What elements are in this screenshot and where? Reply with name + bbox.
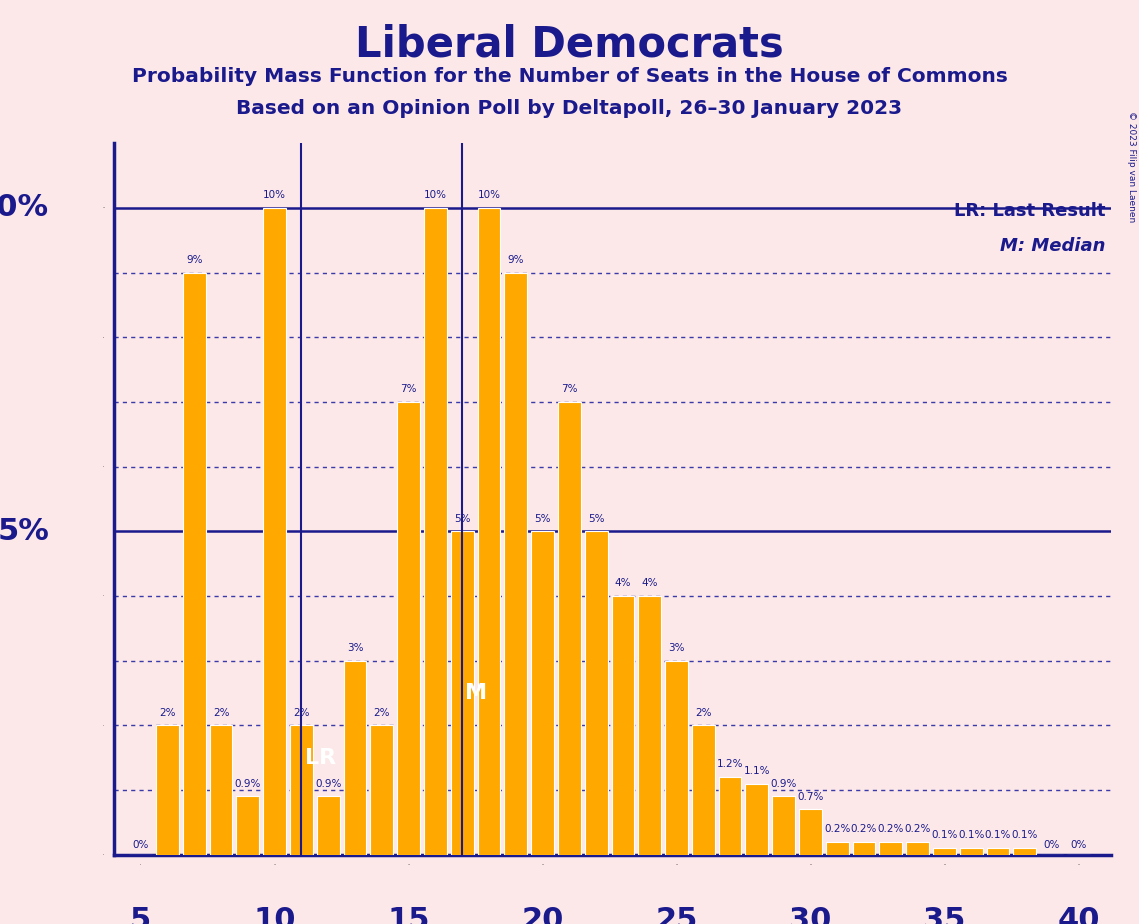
Bar xyxy=(344,661,367,855)
Text: LR: LR xyxy=(304,748,336,768)
Bar xyxy=(800,809,822,855)
Text: 20: 20 xyxy=(522,906,564,924)
Text: 9%: 9% xyxy=(508,255,524,265)
Text: 0.2%: 0.2% xyxy=(904,824,931,834)
Bar xyxy=(263,208,286,855)
Bar xyxy=(558,402,581,855)
Bar xyxy=(505,273,527,855)
Bar xyxy=(986,848,1009,855)
Bar xyxy=(290,725,313,855)
Text: 0%: 0% xyxy=(1043,840,1059,849)
Text: Based on an Opinion Poll by Deltapoll, 26–30 January 2023: Based on an Opinion Poll by Deltapoll, 2… xyxy=(237,99,902,118)
Bar xyxy=(183,273,206,855)
Text: 15: 15 xyxy=(387,906,429,924)
Text: 5: 5 xyxy=(130,906,151,924)
Text: 5%: 5% xyxy=(0,517,49,546)
Text: 0.1%: 0.1% xyxy=(958,831,984,841)
Bar xyxy=(826,842,849,855)
Text: 2%: 2% xyxy=(159,708,175,718)
Text: 7%: 7% xyxy=(562,384,577,395)
Bar xyxy=(960,848,983,855)
Text: 10%: 10% xyxy=(0,193,49,223)
Bar xyxy=(156,725,179,855)
Text: 40: 40 xyxy=(1057,906,1099,924)
Text: 10%: 10% xyxy=(477,190,500,201)
Text: 10: 10 xyxy=(253,906,296,924)
Text: 0.9%: 0.9% xyxy=(235,779,261,789)
Bar xyxy=(477,208,500,855)
Text: 2%: 2% xyxy=(213,708,229,718)
Bar xyxy=(772,796,795,855)
Bar xyxy=(317,796,339,855)
Bar xyxy=(665,661,688,855)
Bar xyxy=(638,596,661,855)
Text: 35: 35 xyxy=(924,906,966,924)
Text: M: M xyxy=(466,683,487,703)
Bar xyxy=(933,848,956,855)
Bar xyxy=(719,777,741,855)
Text: 2%: 2% xyxy=(293,708,310,718)
Text: © 2023 Filip van Laenen: © 2023 Filip van Laenen xyxy=(1126,111,1136,222)
Text: 5%: 5% xyxy=(454,514,470,524)
Bar xyxy=(1014,848,1036,855)
Text: LR: Last Result: LR: Last Result xyxy=(954,201,1106,220)
Text: 5%: 5% xyxy=(588,514,605,524)
Bar xyxy=(879,842,902,855)
Text: 10%: 10% xyxy=(263,190,286,201)
Bar xyxy=(584,531,607,855)
Bar xyxy=(370,725,393,855)
Bar xyxy=(853,842,876,855)
Bar xyxy=(424,208,446,855)
Text: Liberal Democrats: Liberal Democrats xyxy=(355,23,784,65)
Text: 0.1%: 0.1% xyxy=(985,831,1011,841)
Text: 0.2%: 0.2% xyxy=(825,824,851,834)
Text: 0%: 0% xyxy=(132,840,149,849)
Text: Probability Mass Function for the Number of Seats in the House of Commons: Probability Mass Function for the Number… xyxy=(132,67,1007,86)
Text: 7%: 7% xyxy=(400,384,417,395)
Text: 0.9%: 0.9% xyxy=(316,779,342,789)
Bar xyxy=(746,784,769,855)
Text: 3%: 3% xyxy=(346,643,363,653)
Text: 1.1%: 1.1% xyxy=(744,766,770,776)
Bar xyxy=(210,725,232,855)
Text: 2%: 2% xyxy=(695,708,712,718)
Text: 0%: 0% xyxy=(1071,840,1087,849)
Bar xyxy=(237,796,260,855)
Bar xyxy=(907,842,929,855)
Text: 10%: 10% xyxy=(424,190,446,201)
Text: 4%: 4% xyxy=(615,578,631,589)
Text: 1.2%: 1.2% xyxy=(716,760,744,770)
Text: 0.7%: 0.7% xyxy=(797,792,823,802)
Bar xyxy=(398,402,420,855)
Bar xyxy=(612,596,634,855)
Text: 0.9%: 0.9% xyxy=(770,779,797,789)
Text: M: Median: M: Median xyxy=(1000,237,1106,255)
Text: 5%: 5% xyxy=(534,514,551,524)
Text: 4%: 4% xyxy=(641,578,658,589)
Bar xyxy=(451,531,474,855)
Text: 25: 25 xyxy=(655,906,698,924)
Text: 0.2%: 0.2% xyxy=(851,824,877,834)
Text: 9%: 9% xyxy=(186,255,203,265)
Text: 30: 30 xyxy=(789,906,831,924)
Text: 0.2%: 0.2% xyxy=(878,824,904,834)
Text: 0.1%: 0.1% xyxy=(932,831,958,841)
Bar xyxy=(691,725,714,855)
Bar xyxy=(531,531,554,855)
Text: 3%: 3% xyxy=(669,643,685,653)
Text: 2%: 2% xyxy=(374,708,390,718)
Text: 0.1%: 0.1% xyxy=(1011,831,1038,841)
